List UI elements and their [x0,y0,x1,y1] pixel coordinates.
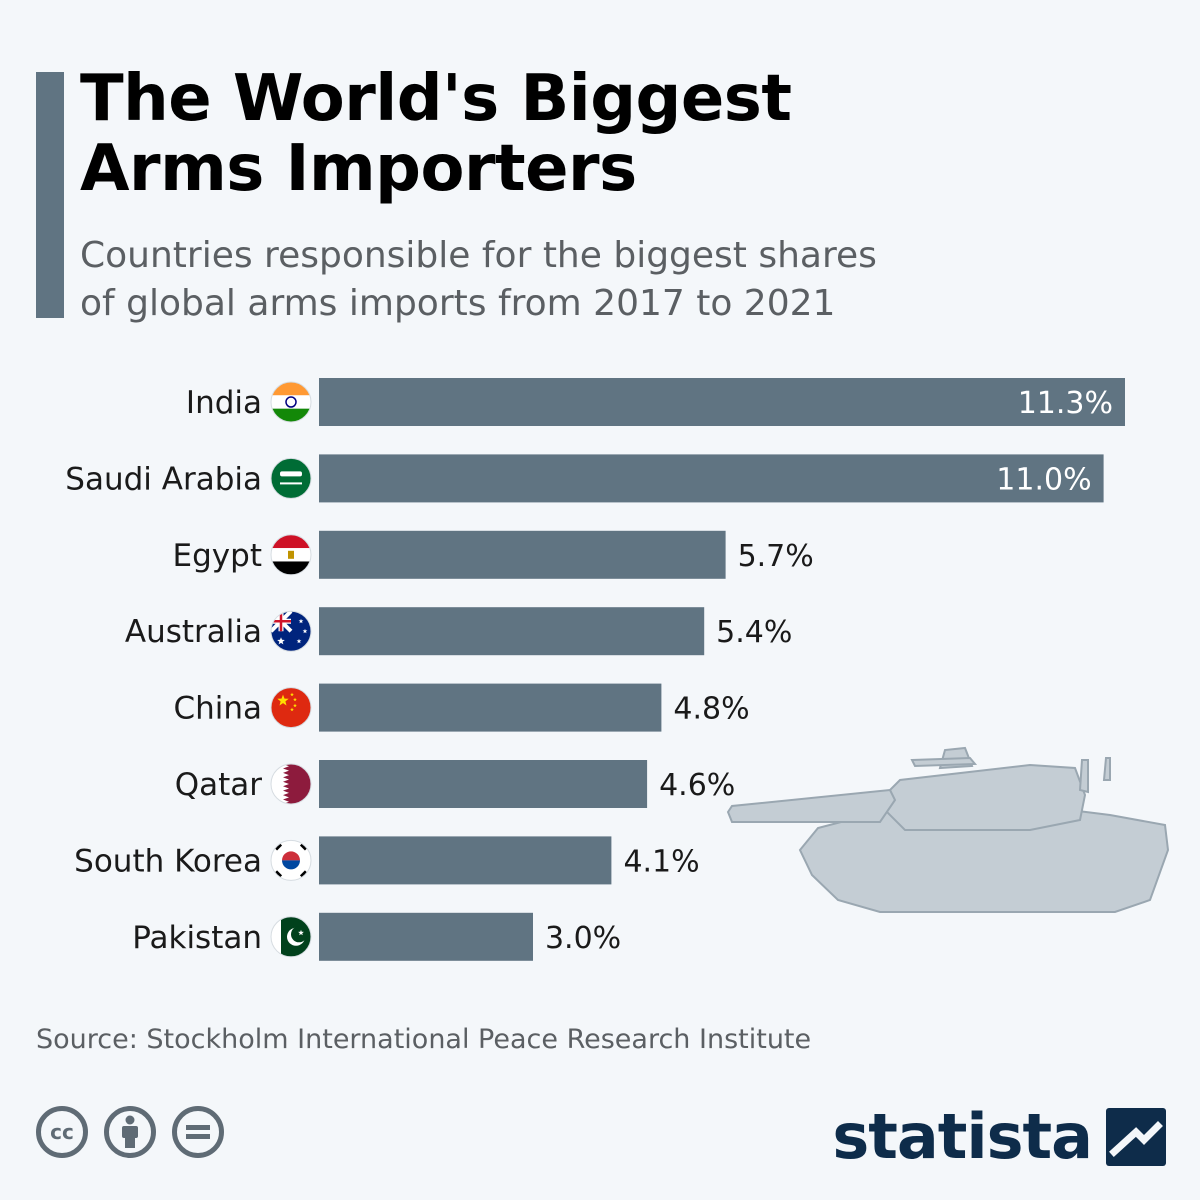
india-flag-icon [271,382,311,422]
subtitle-line-1: Countries responsible for the biggest sh… [80,235,877,276]
category-label: South Korea [74,843,262,879]
saudi-arabia-flag-icon [271,458,311,499]
bar[interactable] [319,760,648,808]
bar[interactable] [319,607,705,656]
china-flag-icon [271,687,311,728]
south-korea-flag-icon [271,840,311,881]
bar[interactable] [319,454,1104,503]
category-label: Australia [125,614,262,650]
bar[interactable] [319,912,533,961]
category-label: China [173,691,262,727]
chart-title: The World's Biggest Arms Importers [80,62,792,206]
category-label: Egypt [173,538,262,574]
license-icons: cc [36,1106,224,1158]
category-label: Saudi Arabia [65,461,262,497]
no-derivatives-icon[interactable] [172,1106,224,1158]
qatar-flag-icon [271,764,311,804]
subtitle-line-2: of global arms imports from 2017 to 2021 [80,283,836,324]
title-line-2: Arms Importers [80,132,637,206]
value-label: 11.3% [1018,386,1113,421]
chart-subtitle: Countries responsible for the biggest sh… [80,232,920,328]
pakistan-flag-icon [271,916,311,957]
chart-rows: India 11.3% Saudi Arabia 11.0% Egypt 5.7% Aust… [65,378,1125,961]
bar-chart: India 11.3% Saudi Arabia 11.0% Egypt 5.7% Aust… [65,378,1170,961]
bar[interactable] [319,378,1125,426]
value-label: 4.8% [673,692,749,727]
bar[interactable] [319,530,726,579]
value-label: 5.4% [716,615,792,650]
tank-silhouette-icon [726,746,1170,913]
category-label: Qatar [175,767,263,803]
source-note: Source: Stockholm International Peace Re… [36,1024,812,1055]
bar[interactable] [319,836,612,885]
statista-mark-icon [1106,1107,1166,1166]
value-label: 11.0% [996,462,1091,497]
category-label: India [186,385,262,421]
value-label: 4.6% [659,768,735,803]
creative-commons-icon[interactable]: cc [36,1106,88,1158]
title-accent-bar [36,72,64,318]
brand-name: statista [832,1100,1093,1173]
value-label: 5.7% [738,539,814,574]
value-label: 4.1% [623,844,699,879]
statista-logo[interactable]: statista [832,1100,1166,1173]
title-line-1: The World's Biggest [80,62,792,136]
egypt-flag-icon [271,534,311,575]
category-label: Pakistan [132,920,262,956]
value-label: 3.0% [545,921,621,956]
attribution-icon[interactable] [104,1106,156,1158]
bar[interactable] [319,683,662,732]
